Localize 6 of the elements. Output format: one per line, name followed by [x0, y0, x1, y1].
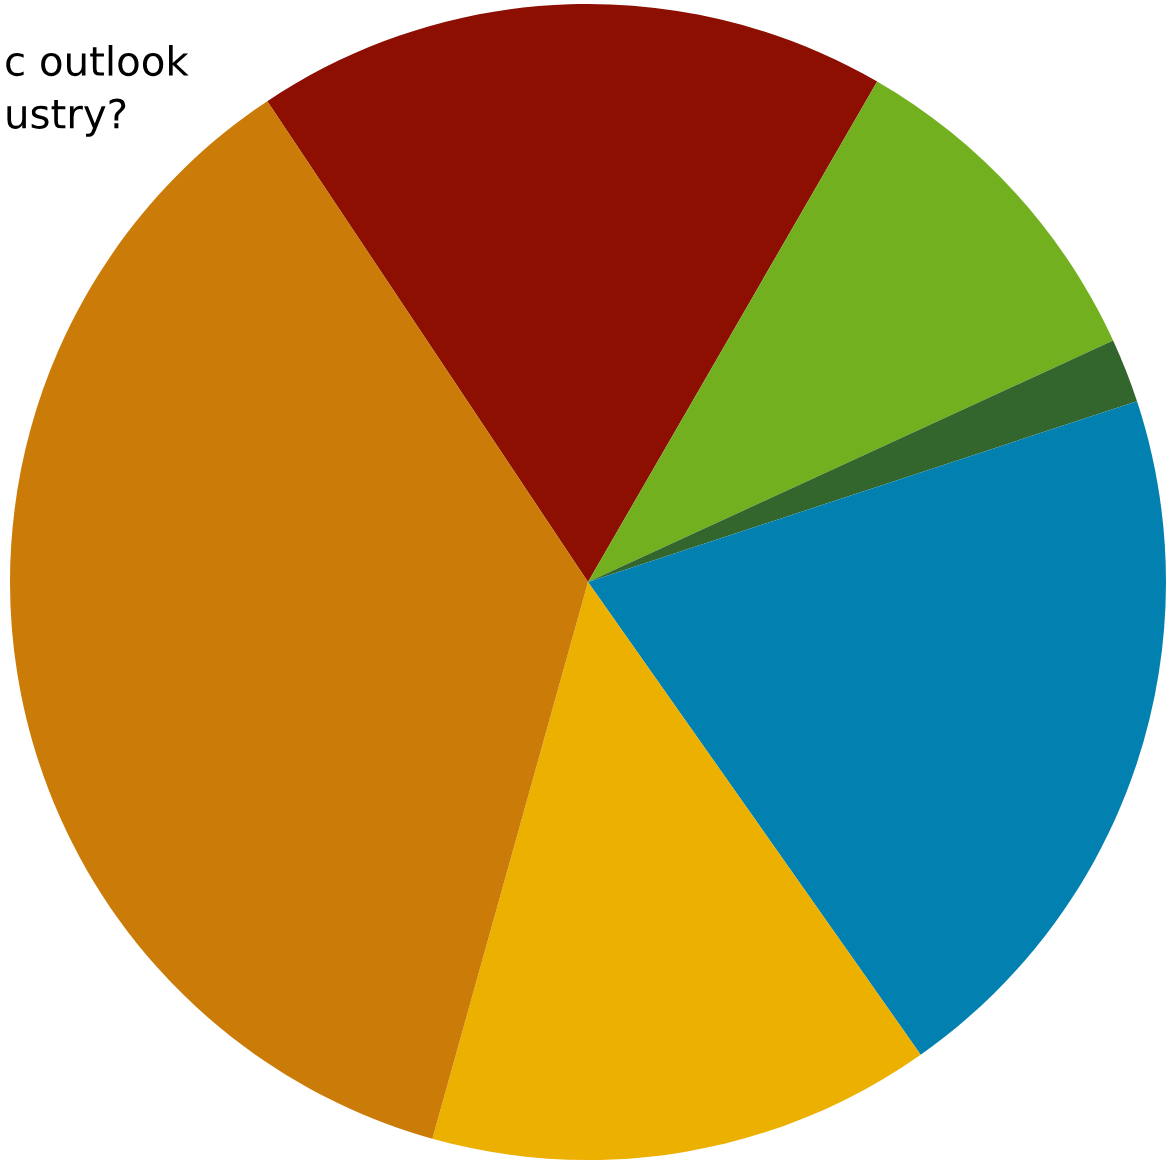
pie-slice [267, 4, 878, 582]
pie-slice [588, 81, 1114, 582]
pie-slice [432, 582, 921, 1160]
pie-slice [588, 340, 1138, 582]
pie-slice [588, 401, 1166, 1055]
text: c outlook ustry? [6, 45, 189, 137]
